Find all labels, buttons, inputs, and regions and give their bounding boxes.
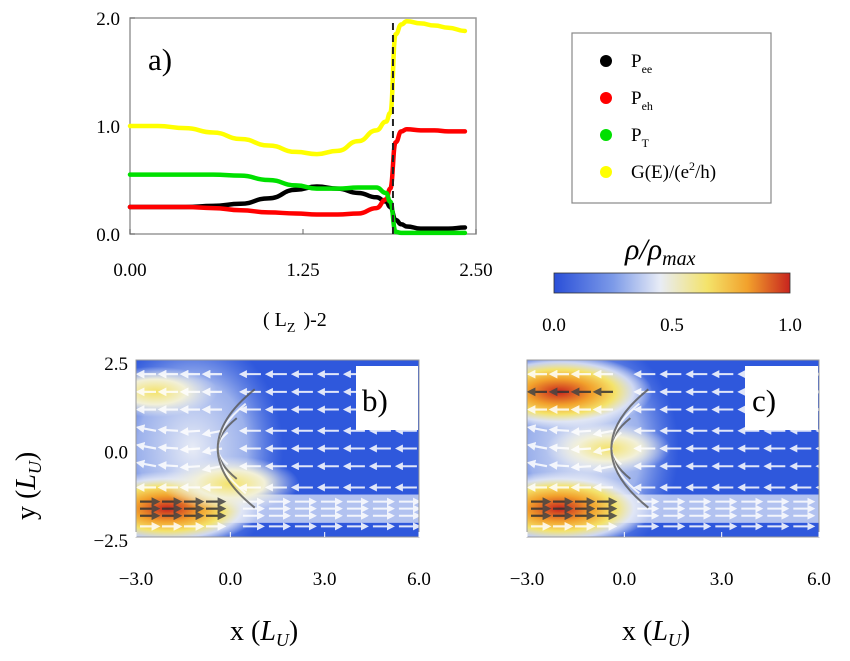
xtick-label: 6.0	[407, 569, 431, 590]
legend-entry: G(E)/(e2/h)	[631, 159, 716, 183]
colorbar-tick-label: 1.0	[778, 315, 802, 336]
xtick-label: −3.0	[510, 569, 544, 590]
series-line-0	[127, 184, 468, 231]
streamline-arrow	[592, 446, 614, 456]
panel-b-label-box	[356, 366, 418, 430]
colorbar: ρ/ρmax 0.0 0.5 1.0	[542, 233, 802, 336]
panel-a-xtick-label: 0.00	[113, 260, 146, 281]
panel-c-label-box	[745, 366, 818, 430]
density-hotspot	[527, 360, 653, 430]
panel-a-ytick-label: 2.0	[96, 9, 120, 30]
streamline-arrow	[548, 443, 570, 453]
xtick-label: 3.0	[313, 569, 337, 590]
panel-a-xlabel: ( LZ)-2	[263, 309, 327, 336]
streamline-arrow	[592, 464, 614, 473]
streamline-arrow	[201, 428, 223, 438]
ytick-label: 2.5	[104, 354, 128, 375]
streamline-arrow	[527, 459, 548, 469]
series-line-1	[127, 126, 468, 217]
panel-b-label: b)	[362, 383, 388, 418]
xtick-label: 3.0	[710, 569, 734, 590]
series-line-3	[127, 18, 468, 157]
panel-b-xlabel: x (LU)	[230, 616, 298, 650]
streamline-arrow	[570, 444, 592, 454]
streamline-arrow	[527, 424, 548, 433]
xtick-label: 0.0	[218, 569, 242, 590]
streamline-arrow	[136, 459, 157, 469]
legend-marker	[600, 55, 612, 67]
panel-c-density-map: c) −3.0 0.0 3.0 6.0 x (LU)	[510, 359, 831, 650]
legend-entry: PT	[631, 125, 650, 150]
ytick-label: 0.0	[104, 443, 128, 464]
streamline-arrow	[179, 462, 201, 472]
streamline-arrow	[157, 425, 179, 435]
streamline-arrow	[527, 441, 548, 451]
panel-a-ytick-label: 0.0	[96, 225, 120, 246]
legend-entry: Peh	[631, 88, 653, 113]
streamline-arrow	[592, 428, 614, 438]
streamline-arrow	[136, 424, 157, 433]
colorbar-label: ρ/ρmax	[624, 233, 696, 270]
colorbar-gradient	[553, 272, 791, 294]
legend-entry: Pee	[631, 51, 652, 76]
xtick-label: 6.0	[807, 569, 831, 590]
xtick-label: 0.0	[612, 569, 636, 590]
streamline-arrow	[201, 446, 223, 456]
streamline-arrow	[179, 444, 201, 454]
series-line-2	[127, 172, 468, 236]
panel-b-ylabel: y (LU)	[11, 452, 45, 520]
panel-a-line-chart: 0.00 1.25 2.50 0.0 1.0 2.0 a) ( LZ)-2	[96, 9, 492, 336]
streamline-arrow	[570, 427, 592, 436]
streamline-arrow	[136, 441, 157, 451]
panel-a-xtick-label: 1.25	[286, 260, 319, 281]
legend-marker	[600, 92, 612, 104]
streamline-arrow	[157, 461, 179, 470]
ytick-label: −2.5	[94, 531, 128, 552]
panel-a-ytick-label: 1.0	[96, 117, 120, 138]
streamline-arrow	[157, 443, 179, 453]
panel-a-label: a)	[148, 42, 172, 77]
streamline-arrow	[570, 462, 592, 472]
streamline-arrow	[201, 464, 223, 473]
legend-marker	[600, 166, 612, 178]
xtick-label: −3.0	[119, 569, 153, 590]
streamline-arrow	[179, 427, 201, 436]
colorbar-tick-label: 0.5	[660, 315, 684, 336]
legend-marker	[600, 129, 612, 141]
streamline-curve	[610, 388, 649, 509]
streamline-curve	[216, 388, 256, 509]
panel-c-label: c)	[752, 383, 776, 418]
streamline-arrow	[548, 425, 570, 435]
panel-c-frame	[526, 359, 820, 538]
panel-a-xtick-label: 2.50	[459, 260, 492, 281]
streamline-arrow	[548, 461, 570, 470]
panel-c-xlabel: x (LU)	[622, 616, 690, 650]
colorbar-tick-label: 0.0	[542, 315, 566, 336]
panel-b-frame	[135, 359, 420, 538]
legend: Pee Peh PT G(E)/(e2/h)	[571, 32, 772, 204]
panel-b-density-map: b) −3.0 0.0 3.0 6.0 2.5 0.0 −2.5 x (LU) y (LU)	[11, 354, 431, 650]
